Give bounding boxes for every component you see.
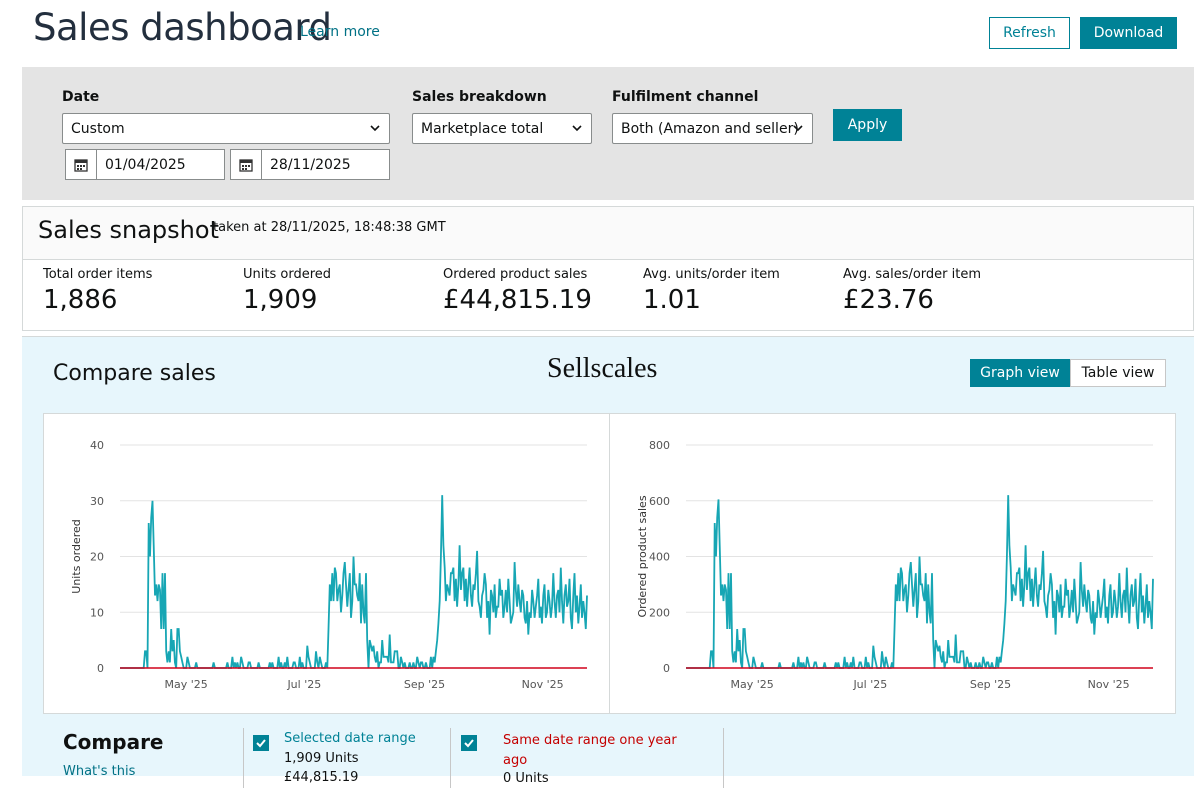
metric-value: 1,886 <box>43 285 118 315</box>
compare-sales-title: Compare sales <box>53 361 216 386</box>
learn-more-link[interactable]: Learn more <box>300 24 380 40</box>
y-tick-label: 30 <box>90 495 104 508</box>
sales-snapshot: Sales snapshot taken at 28/11/2025, 18:4… <box>22 206 1194 331</box>
chevron-down-icon <box>793 125 803 132</box>
metric-total-order-items: Total order items 1,886 <box>43 267 152 315</box>
sales-breakdown-select[interactable]: Marketplace total <box>412 113 592 144</box>
x-tick-label: Sep '25 <box>404 678 445 691</box>
selected-range-checkbox[interactable] <box>253 735 269 751</box>
y-axis-label: Ordered product sales <box>636 495 649 617</box>
fulfilment-channel-label: Fulfilment channel <box>612 89 759 105</box>
metric-label: Ordered product sales <box>443 267 588 282</box>
fulfilment-channel-select[interactable]: Both (Amazon and seller) <box>612 113 813 144</box>
y-tick-label: 10 <box>90 606 104 619</box>
date-select-value: Custom <box>71 120 125 137</box>
metric-avg-units: Avg. units/order item 1.01 <box>643 267 780 315</box>
ordered-sales-chart: 0 200 400 600 800 Ordered product sales May '2… <box>636 439 1154 691</box>
x-tick-label: Jul '25 <box>286 678 321 691</box>
calendar-icon[interactable] <box>231 150 262 179</box>
last-year-units: 0 Units <box>503 771 549 786</box>
sales-breakdown-value: Marketplace total <box>421 120 544 137</box>
metric-label: Total order items <box>43 267 153 282</box>
snapshot-title: Sales snapshot <box>38 216 219 244</box>
brand-watermark: Sellscales <box>547 353 658 384</box>
metric-label: Avg. sales/order item <box>843 267 982 282</box>
metric-value: £44,815.19 <box>443 285 592 315</box>
calendar-icon[interactable] <box>66 150 97 179</box>
end-date-value: 28/11/2025 <box>270 156 351 173</box>
end-date-field[interactable]: 28/11/2025 <box>230 149 390 180</box>
units-ordered-chart: 0 10 20 30 40 Units ordered May '25 Jul '25 Sep … <box>70 439 588 691</box>
divider <box>723 728 724 788</box>
checkmark-icon <box>256 739 266 748</box>
chevron-down-icon <box>572 125 582 132</box>
series-line-selected <box>686 495 1154 669</box>
apply-button[interactable]: Apply <box>833 109 902 141</box>
table-view-tab[interactable]: Table view <box>1070 359 1166 387</box>
start-date-value: 01/04/2025 <box>105 156 186 173</box>
last-year-checkbox[interactable] <box>461 735 477 751</box>
selected-range-sales: £44,815.19 <box>284 770 359 785</box>
x-tick-label: Jul '25 <box>852 678 887 691</box>
charts-container: 0 10 20 30 40 Units ordered May '25 Jul '25 Sep … <box>43 413 1176 714</box>
filter-panel: Date Custom 01/04/2025 28/11/2025 Sales … <box>22 67 1194 200</box>
metric-label: Avg. units/order item <box>643 267 780 282</box>
sales-breakdown-label: Sales breakdown <box>412 89 547 105</box>
y-tick-label: 0 <box>663 662 670 675</box>
x-tick-label: May '25 <box>164 678 207 691</box>
y-tick-label: 0 <box>97 662 104 675</box>
chevron-down-icon <box>370 125 380 132</box>
download-button[interactable]: Download <box>1080 17 1177 49</box>
metric-value: 1.01 <box>643 285 701 315</box>
divider <box>243 728 244 788</box>
last-year-label: Same date range one year ago <box>503 733 677 768</box>
x-tick-label: Nov '25 <box>522 678 564 691</box>
metric-units-ordered: Units ordered 1,909 <box>243 267 331 315</box>
page-title: Sales dashboard <box>33 6 332 49</box>
compare-legend: Compare What's this Selected date range … <box>22 722 1194 788</box>
y-tick-label: 600 <box>649 495 670 508</box>
chart-divider <box>609 414 610 713</box>
snapshot-header: Sales snapshot taken at 28/11/2025, 18:4… <box>23 207 1193 260</box>
compare-sales-panel: Compare sales Sellscales Graph view Tabl… <box>22 336 1194 788</box>
metric-avg-sales: Avg. sales/order item £23.76 <box>843 267 981 315</box>
selected-range-units: 1,909 Units <box>284 751 359 766</box>
metric-label: Units ordered <box>243 267 331 282</box>
series-line-selected <box>120 495 588 669</box>
x-tick-label: Sep '25 <box>970 678 1011 691</box>
divider <box>450 728 451 788</box>
start-date-field[interactable]: 01/04/2025 <box>65 149 225 180</box>
metric-value: 1,909 <box>243 285 318 315</box>
metric-ordered-product-sales: Ordered product sales £44,815.19 <box>443 267 592 315</box>
graph-view-tab[interactable]: Graph view <box>970 359 1070 387</box>
refresh-button[interactable]: Refresh <box>989 17 1070 49</box>
fulfilment-channel-value: Both (Amazon and seller) <box>621 120 799 137</box>
x-tick-label: Nov '25 <box>1088 678 1130 691</box>
selected-range-label: Selected date range <box>284 731 416 746</box>
y-tick-label: 200 <box>649 606 670 619</box>
y-tick-label: 800 <box>649 439 670 452</box>
x-tick-label: May '25 <box>731 678 774 691</box>
metric-value: £23.76 <box>843 285 934 315</box>
y-tick-label: 20 <box>90 551 104 564</box>
date-label: Date <box>62 89 100 105</box>
snapshot-timestamp: taken at 28/11/2025, 18:48:38 GMT <box>213 220 446 235</box>
date-select[interactable]: Custom <box>62 113 390 144</box>
y-tick-label: 400 <box>649 551 670 564</box>
compare-title: Compare <box>63 730 164 754</box>
page-header: Sales dashboard Learn more Refresh Downl… <box>0 0 1194 66</box>
y-axis-label: Units ordered <box>70 519 83 593</box>
whats-this-link[interactable]: What's this <box>63 764 136 779</box>
y-tick-label: 40 <box>90 439 104 452</box>
checkmark-icon <box>464 739 474 748</box>
